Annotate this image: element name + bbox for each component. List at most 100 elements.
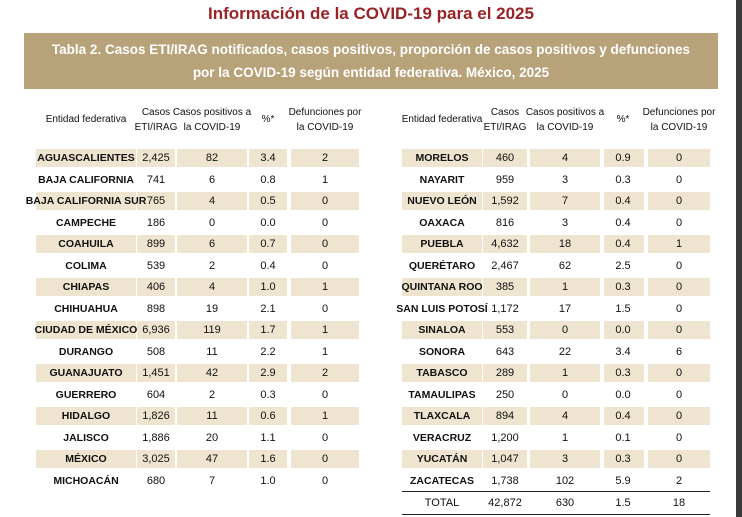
header-pct: %* xyxy=(261,114,275,125)
row-shade xyxy=(530,321,600,339)
cell-pct: 0.1 xyxy=(615,431,631,444)
cell-positivos: 0 xyxy=(208,216,216,229)
cell-casos: 1,738 xyxy=(491,474,519,487)
table-row: CIUDAD DE MÉXICO 6,936 119 1.7 1 xyxy=(34,319,359,341)
window-edge xyxy=(736,0,742,517)
header-def-l1: Defunciones por xyxy=(642,107,716,118)
cell-casos: 643 xyxy=(495,345,515,358)
cell-entidad: CHIHUAHUA xyxy=(54,302,118,315)
cell-pct: 0.3 xyxy=(615,367,631,379)
cell-defunciones: 0 xyxy=(321,388,329,401)
cell-entidad: MÉXICO xyxy=(65,453,107,465)
cell-pct: 0.4 xyxy=(615,216,631,229)
cell-casos: 460 xyxy=(495,152,515,164)
cell-defunciones: 0 xyxy=(321,238,329,250)
row-shade xyxy=(648,149,710,167)
table-row: GUANAJUATO 1,451 42 2.9 2 xyxy=(36,362,359,384)
row-shade xyxy=(249,192,287,210)
row-shade xyxy=(137,235,175,253)
cell-casos: 2,425 xyxy=(142,152,170,164)
table-row: MORELOS 460 4 0.9 0 xyxy=(402,147,710,169)
cell-pct: 0.3 xyxy=(615,281,631,293)
cell-positivos: 22 xyxy=(558,345,572,358)
cell-casos: 1,200 xyxy=(491,431,519,444)
cell-pct: 2.9 xyxy=(260,367,276,379)
cell-pct: 1.7 xyxy=(260,324,276,336)
cell-casos: 1,826 xyxy=(142,410,170,422)
row-shade xyxy=(249,278,287,296)
cell-pct: 0.4 xyxy=(615,410,631,422)
table-row: GUERRERO 604 2 0.3 0 xyxy=(36,384,358,406)
row-shade xyxy=(604,278,644,296)
row-shade xyxy=(291,364,359,382)
row-shade xyxy=(249,407,287,425)
cell-pct: 0.9 xyxy=(615,152,631,164)
cell-defunciones: 0 xyxy=(675,410,683,422)
cell-total-defunciones: 18 xyxy=(672,497,686,509)
cell-casos: 959 xyxy=(495,173,515,186)
cell-entidad: CAMPECHE xyxy=(55,216,117,229)
left-table-body: AGUASCALIENTES 2,425 82 3.4 2 BAJA CALIFORNIA… xyxy=(26,147,359,492)
cell-entidad: SONORA xyxy=(418,345,466,358)
cell-total-positivos: 630 xyxy=(555,497,575,509)
cell-positivos: 1 xyxy=(561,431,569,444)
row-shade xyxy=(249,235,287,253)
cell-casos: 741 xyxy=(146,173,166,186)
row-shade xyxy=(402,235,482,253)
cell-positivos: 3 xyxy=(561,453,569,465)
table-row: COAHUILA 899 6 0.7 0 xyxy=(36,233,359,255)
table-row: NAYARIT 959 3 0.3 0 xyxy=(402,169,710,191)
row-shade xyxy=(483,450,527,468)
row-shade xyxy=(530,192,600,210)
cell-casos: 250 xyxy=(495,388,515,401)
cell-defunciones: 0 xyxy=(321,195,329,207)
cell-total-pct: 1.5 xyxy=(615,497,631,509)
row-shade xyxy=(530,149,600,167)
cell-pct: 2.2 xyxy=(260,345,276,358)
cell-defunciones: 1 xyxy=(321,324,329,336)
row-shade xyxy=(604,364,644,382)
cell-defunciones: 0 xyxy=(321,453,329,465)
cell-pct: 1.0 xyxy=(260,474,276,487)
table-caption: Tabla 2. Casos ETI/IRAG notificados, cas… xyxy=(24,33,718,89)
cell-positivos: 1 xyxy=(561,367,569,379)
row-shade xyxy=(177,407,247,425)
table-row: MICHOACÁN 680 7 1.0 0 xyxy=(36,470,358,492)
header-def-l2: la COVID-19 xyxy=(650,122,708,133)
cell-defunciones: 0 xyxy=(675,259,683,272)
row-shade xyxy=(402,321,482,339)
row-shade xyxy=(137,407,175,425)
row-shade xyxy=(291,407,359,425)
table-row: COLIMA 539 2 0.4 0 xyxy=(36,255,358,277)
row-shade xyxy=(249,364,287,382)
cell-pct: 1.6 xyxy=(260,453,276,465)
cell-positivos: 47 xyxy=(205,453,219,465)
row-shade xyxy=(402,192,482,210)
header-casos: Casos ETI/IRAG xyxy=(135,105,178,135)
cell-positivos: 7 xyxy=(561,195,569,207)
row-shade xyxy=(137,450,175,468)
left-table-header: Entidad federativa Casos ETI/IRAG Casos p… xyxy=(36,105,362,147)
cell-entidad: DURANGO xyxy=(58,345,114,358)
row-shade xyxy=(291,278,359,296)
cell-entidad: CIUDAD DE MÉXICO xyxy=(34,324,138,336)
table-row: AGUASCALIENTES 2,425 82 3.4 2 xyxy=(36,147,359,169)
cell-positivos: 19 xyxy=(205,302,219,315)
cell-defunciones: 1 xyxy=(321,410,329,422)
cell-entidad: TLAXCALA xyxy=(413,410,471,422)
table-row: TLAXCALA 894 4 0.4 0 xyxy=(402,405,710,427)
cell-positivos: 6 xyxy=(208,238,216,250)
cell-positivos: 3 xyxy=(561,216,569,229)
header-positivos-l1: Casos positivos a xyxy=(525,107,605,118)
cell-entidad: SINALOA xyxy=(418,324,466,336)
cell-defunciones: 0 xyxy=(675,281,683,293)
header-positivos-l2: la COVID-19 xyxy=(183,122,241,133)
cell-defunciones: 1 xyxy=(321,281,329,293)
row-shade xyxy=(249,149,287,167)
row-shade xyxy=(36,364,136,382)
row-shade xyxy=(177,278,247,296)
table-row: QUINTANA ROO 385 1 0.3 0 xyxy=(401,276,710,298)
cell-casos: 406 xyxy=(146,281,166,293)
table-row: SAN LUIS POTOSÍ 1,172 17 1.5 0 xyxy=(396,298,710,320)
right-table-body: MORELOS 460 4 0.9 0 NAYARIT 959 3 0.3 0 NUEVO LEÓN… xyxy=(396,147,710,515)
